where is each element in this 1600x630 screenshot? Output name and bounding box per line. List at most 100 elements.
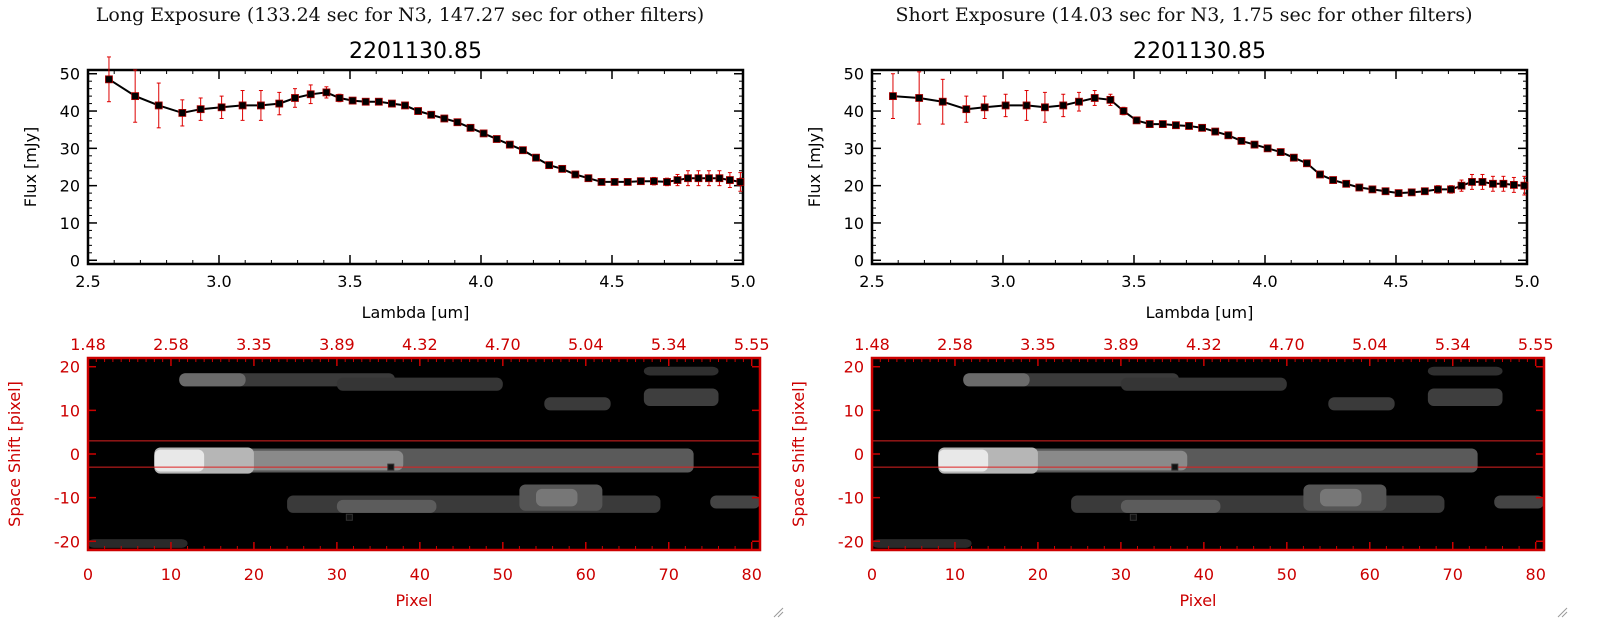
data-point xyxy=(663,178,671,186)
data-point xyxy=(532,153,540,162)
data-point xyxy=(217,103,226,112)
data-point xyxy=(1001,101,1010,110)
data-point xyxy=(1106,95,1115,104)
x-tick-label: 40 xyxy=(410,565,430,584)
image-blob xyxy=(643,388,719,406)
data-point xyxy=(492,135,501,143)
data-point xyxy=(1276,148,1285,156)
data-point xyxy=(196,105,205,114)
data-point xyxy=(1329,176,1338,184)
y-axis-label: Flux [mJy] xyxy=(805,127,824,208)
data-point xyxy=(1090,94,1099,102)
data-point xyxy=(414,107,423,115)
data-point xyxy=(938,97,947,106)
x-tick-label: 2.5 xyxy=(75,272,100,291)
data-point xyxy=(684,174,692,183)
data-point xyxy=(1198,123,1207,132)
data-point xyxy=(571,170,580,179)
panel-long-exposure: Long Exposure (133.24 sec for N3, 147.27… xyxy=(5,4,784,618)
y-axis-label: Space Shift [pixel] xyxy=(5,381,24,527)
x-tick-label: 10 xyxy=(161,565,181,584)
y-tick-label: 10 xyxy=(844,401,864,420)
hot-pixel xyxy=(387,463,395,471)
x-tick-label: 50 xyxy=(493,565,513,584)
x-axis-label: Pixel xyxy=(1179,591,1216,610)
data-point xyxy=(1355,183,1364,192)
y-tick-label: 0 xyxy=(854,445,864,464)
y-tick-label: 50 xyxy=(844,65,864,84)
data-point xyxy=(715,174,724,183)
data-point xyxy=(519,146,527,155)
image-blob xyxy=(1328,397,1395,411)
data-point xyxy=(1237,136,1246,145)
data-point xyxy=(962,105,971,114)
data-point xyxy=(915,94,924,102)
data-point xyxy=(650,177,658,186)
data-point xyxy=(1316,170,1324,179)
image-blob xyxy=(1427,366,1503,376)
data-point xyxy=(1132,116,1141,125)
data-point xyxy=(1478,178,1487,186)
top-tick-label: 3.89 xyxy=(1103,335,1139,354)
y-tick-label: 0 xyxy=(854,251,864,270)
data-point xyxy=(401,101,409,110)
x-tick-label: 80 xyxy=(1526,565,1546,584)
data-point xyxy=(584,174,593,183)
x-tick-label: 10 xyxy=(945,565,965,584)
top-tick-label: 4.32 xyxy=(402,335,438,354)
data-point xyxy=(1499,179,1508,188)
data-point xyxy=(636,177,645,186)
data-point xyxy=(427,110,436,119)
image-blob xyxy=(963,373,1030,387)
data-point xyxy=(154,101,163,110)
panel-short-exposure: Short Exposure (14.03 sec for N3, 1.75 s… xyxy=(784,0,1584,630)
y-tick-label: -10 xyxy=(838,489,864,508)
data-point xyxy=(105,75,113,84)
x-tick-label: 70 xyxy=(659,565,679,584)
data-point xyxy=(1059,101,1068,110)
top-tick-label: 3.35 xyxy=(236,335,272,354)
data-point xyxy=(1041,103,1049,112)
x-axis-label: Lambda [um] xyxy=(1146,303,1254,322)
y-tick-label: 50 xyxy=(60,65,80,84)
y-tick-label: 30 xyxy=(844,139,864,158)
data-point xyxy=(374,97,383,106)
y-tick-label: 10 xyxy=(60,401,80,420)
image-blob xyxy=(1120,499,1221,513)
data-point xyxy=(1342,179,1351,188)
data-point xyxy=(1158,120,1167,128)
top-tick-label: 5.04 xyxy=(1352,335,1388,354)
chart-title: 2201130.85 xyxy=(349,39,482,64)
image-blob xyxy=(336,377,503,391)
data-point xyxy=(388,99,396,108)
x-tick-label: 4.5 xyxy=(1383,272,1408,291)
data-point xyxy=(1394,189,1403,198)
data-point xyxy=(1185,122,1193,130)
data-point xyxy=(705,174,713,183)
data-point xyxy=(1022,101,1031,110)
image-blob xyxy=(710,495,760,509)
resize-grip-icon[interactable] xyxy=(1556,606,1568,618)
x-tick-label: 3.0 xyxy=(990,272,1015,291)
image-blob xyxy=(1427,388,1503,406)
data-point xyxy=(1510,181,1518,189)
image-blob xyxy=(1494,495,1544,509)
image-blob xyxy=(938,449,989,472)
data-point xyxy=(1303,159,1311,168)
image-blob xyxy=(88,539,188,548)
data-point xyxy=(131,92,140,101)
series-line xyxy=(108,78,741,183)
y-tick-label: 20 xyxy=(844,177,864,196)
x-tick-label: 80 xyxy=(742,565,762,584)
data-point xyxy=(479,129,488,138)
data-point xyxy=(1119,107,1128,115)
resize-grip-icon[interactable] xyxy=(772,606,784,618)
y-tick-label: 20 xyxy=(60,358,80,377)
x-tick-label: 70 xyxy=(1443,565,1463,584)
data-point xyxy=(466,123,475,132)
y-axis-label: Flux [mJy] xyxy=(21,127,40,208)
top-tick-label: 3.35 xyxy=(1020,335,1056,354)
data-point xyxy=(1289,153,1298,162)
x-tick-label: 30 xyxy=(327,565,347,584)
data-point xyxy=(291,94,299,102)
